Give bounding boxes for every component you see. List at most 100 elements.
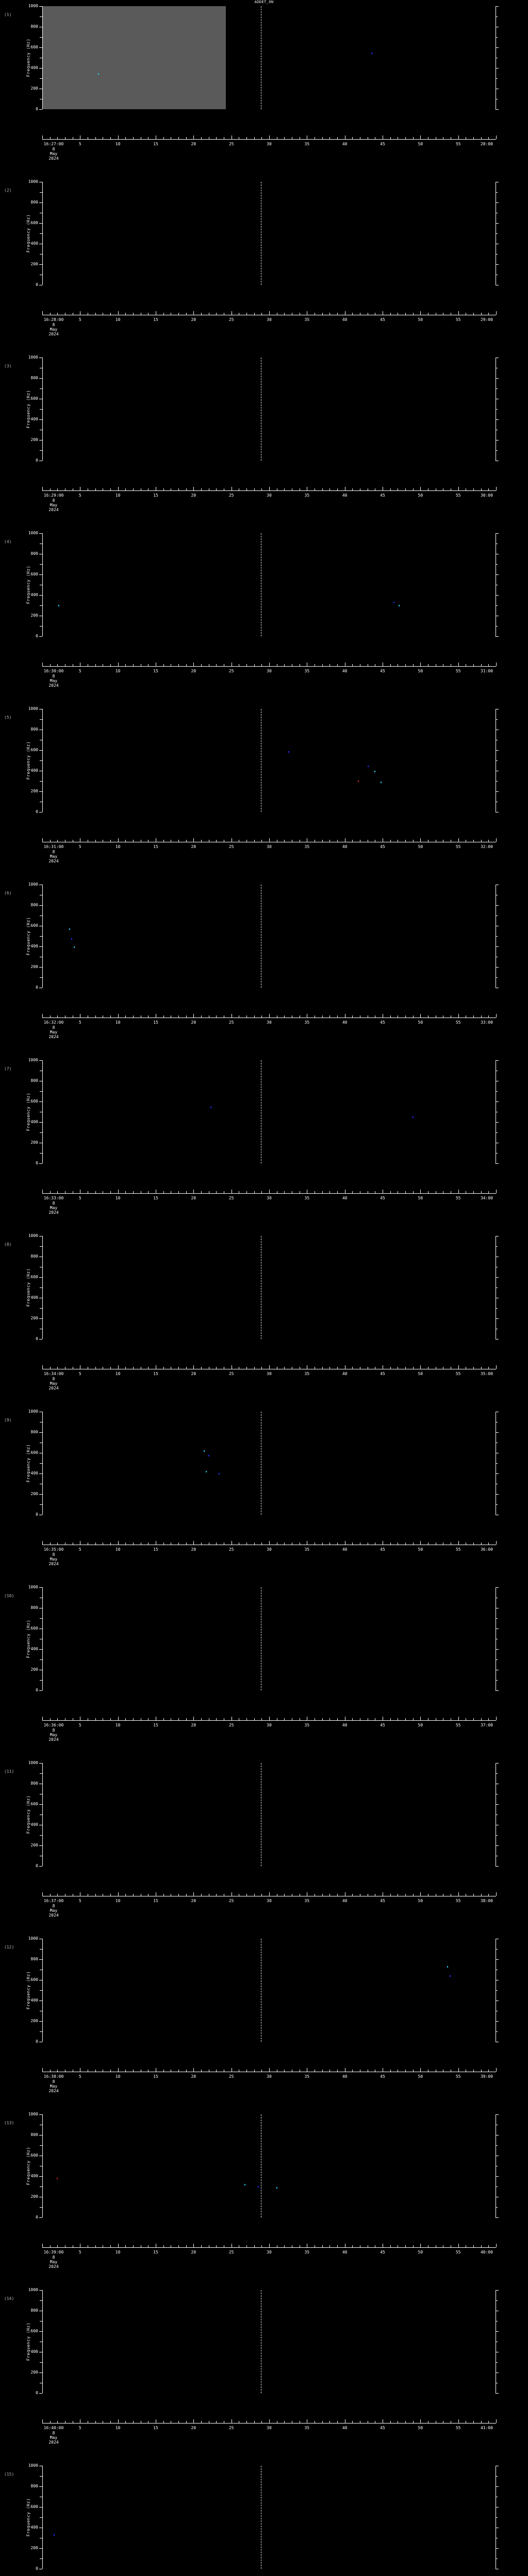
y-tick-major (39, 2176, 42, 2177)
y-axis-title: Frequency (Hz) (26, 917, 31, 956)
x-tick-minor (329, 2245, 331, 2247)
detection-point[interactable] (449, 1975, 451, 1977)
y-tick-major (39, 1804, 42, 1805)
detection-point[interactable] (371, 53, 373, 54)
x-tick-minor (163, 313, 164, 315)
y-tick-major-right (496, 2021, 499, 2022)
x-tick-label: 20 (191, 1723, 196, 1727)
x-axis-date-part: 8 (52, 1201, 55, 1206)
plot-area[interactable]: 1000 800 600 400 200 0 (28, 883, 499, 990)
panel-index-label: (14) (4, 2296, 14, 2301)
x-tick-major (420, 838, 421, 842)
x-tick-minor (390, 2245, 391, 2247)
x-tick-minor (50, 1718, 51, 1720)
y-tick-major (39, 533, 42, 534)
detection-point[interactable] (219, 1473, 220, 1475)
detection-point[interactable] (210, 1107, 212, 1108)
plot-area[interactable]: 1000 800 600 400 200 0 (28, 1585, 499, 1692)
plot-area[interactable]: 1000 800 600 400 200 0 (28, 1761, 499, 1868)
detection-point[interactable] (358, 781, 359, 782)
x-tick-minor (246, 840, 247, 842)
y-tick-major (39, 1866, 42, 1867)
y-tick-label: 200 (30, 1316, 38, 1320)
plot-area[interactable]: 1000 800 600 400 200 0 (28, 1937, 499, 2044)
x-tick-minor (412, 137, 414, 139)
y-tick-major (39, 1959, 42, 1960)
y-tick-label: 1000 (28, 1760, 38, 1765)
plot-area[interactable]: 1000 800 600 400 200 0 (28, 180, 499, 287)
y-tick-label: 800 (30, 1078, 38, 1083)
x-axis-date-part: 8 (52, 1904, 55, 1908)
x-tick-label: 40 (342, 2074, 348, 2079)
plot-area[interactable]: 1000 800 600 400 200 0 (28, 707, 499, 814)
x-tick-minor (246, 2421, 247, 2423)
x-tick-major (118, 2419, 119, 2423)
x-tick-major (269, 2244, 270, 2247)
detection-point[interactable] (57, 2178, 58, 2179)
panel-index-label: (12) (4, 1945, 14, 1950)
detection-point[interactable] (97, 73, 99, 75)
x-tick-major (458, 1365, 459, 1369)
x-tick-minor (125, 1015, 126, 1018)
plot-area[interactable]: 1000 800 600 400 200 0 (28, 1234, 499, 1341)
detection-point[interactable] (374, 771, 376, 772)
detection-point[interactable] (381, 782, 382, 783)
detection-point[interactable] (208, 1455, 209, 1456)
y-tick-label: 800 (30, 24, 38, 29)
detection-point[interactable] (203, 1450, 205, 1452)
x-tick-minor (125, 137, 126, 139)
plot-area[interactable]: 1000 800 600 400 200 0 (28, 531, 499, 638)
detection-point[interactable] (73, 946, 75, 948)
y-tick-minor-right (496, 2476, 498, 2477)
x-axis-date-part: 2024 (48, 683, 59, 688)
detection-point[interactable] (399, 605, 400, 606)
detection-point[interactable] (258, 2186, 259, 2188)
plot-area[interactable]: 1000 800 600 400 200 0 (28, 2288, 499, 2395)
y-axis-line-left (42, 885, 43, 988)
detection-point[interactable] (54, 2534, 55, 2536)
detection-point[interactable] (393, 602, 394, 603)
x-tick-major (42, 1014, 43, 1018)
x-tick-minor (254, 2245, 255, 2247)
y-tick-minor-right (496, 1680, 498, 1681)
y-tick-label: 200 (30, 262, 38, 266)
y-tick-minor-right (496, 2031, 498, 2032)
x-axis-date-part: 2024 (48, 1737, 59, 1742)
x-tick-label: 30 (267, 1020, 272, 1025)
x-tick-label: 55 (455, 1371, 461, 1376)
x-tick-minor (412, 1015, 414, 1018)
x-tick-major (420, 2419, 421, 2423)
x-tick-minor (246, 1718, 247, 1720)
plot-area[interactable]: 1000 800 600 400 200 0 (28, 4, 499, 111)
x-tick-minor (178, 664, 179, 666)
x-tick-minor (186, 1543, 187, 1545)
x-tick-label: 50 (418, 317, 423, 322)
plot-area[interactable]: 1000 800 600 400 200 0 (28, 1058, 499, 1165)
x-axis-start-time-label: 16:30:00 (43, 669, 64, 673)
detection-point[interactable] (58, 605, 60, 606)
plot-area[interactable]: 1000 800 600 400 200 0 (28, 2112, 499, 2219)
detection-point[interactable] (206, 1471, 207, 1472)
x-tick-major (420, 311, 421, 315)
x-tick-label: 35 (304, 2426, 310, 2430)
x-tick-minor (50, 2070, 51, 2072)
x-tick-minor (488, 313, 489, 315)
detection-point[interactable] (244, 2184, 246, 2185)
x-tick-label: 55 (455, 844, 461, 849)
x-tick-minor (352, 1543, 353, 1545)
detection-point[interactable] (71, 938, 73, 940)
y-tick-label: 0 (36, 1336, 38, 1341)
x-tick-label: 50 (418, 1547, 423, 1552)
detection-point[interactable] (368, 766, 369, 767)
x-tick-minor (216, 2245, 217, 2247)
detection-point[interactable] (276, 2187, 277, 2189)
detection-point[interactable] (288, 751, 290, 753)
detection-point[interactable] (447, 1966, 449, 1968)
plot-area[interactable]: 1000 800 600 400 200 0 (28, 2464, 499, 2571)
x-axis-line (42, 1193, 496, 1194)
detection-point[interactable] (412, 1116, 414, 1118)
detection-point[interactable] (69, 928, 70, 930)
plot-area[interactable]: 1000 800 600 400 200 0 (28, 355, 499, 463)
plot-area[interactable]: 1000 800 600 400 200 0 (28, 1410, 499, 1517)
y-tick-minor-right (496, 1659, 498, 1660)
